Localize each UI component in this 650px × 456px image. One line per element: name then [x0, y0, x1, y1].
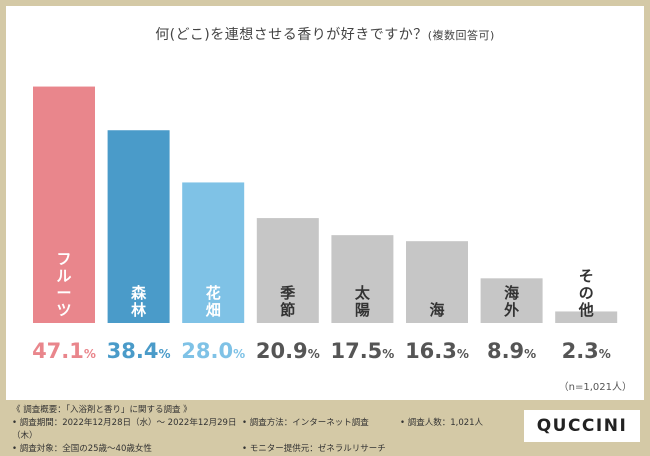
- bar-5: [331, 235, 394, 323]
- bar-6: [406, 241, 468, 323]
- category-label-1: フルーツ: [56, 250, 71, 319]
- value-label-6: 16.3%: [405, 339, 469, 363]
- category-label-6: 海: [429, 301, 444, 319]
- value-label-1: 47.1%: [32, 339, 96, 363]
- bar-2: [107, 130, 170, 323]
- value-label-4: 20.9%: [256, 339, 320, 363]
- category-label-7: 海外: [503, 284, 519, 319]
- survey-title: 《 調査概要：「入浴剤と香り」に関する調査 》: [12, 405, 192, 415]
- value-label-3: 28.0%: [181, 339, 245, 363]
- category-label-8: その他: [578, 267, 594, 319]
- value-label-7: 8.9%: [487, 339, 536, 363]
- bar-7: [480, 278, 543, 323]
- sample-size: （n=1,021人）: [558, 382, 632, 393]
- survey-summary: 《 調査概要：「入浴剤と香り」に関する調査 》 • 調査期間：2022年12月2…: [12, 404, 512, 456]
- survey-period: • 調査期間：2022年12月28日（水）〜 2022年12月29日（木）: [12, 418, 237, 441]
- bar-4: [256, 218, 319, 323]
- chart-title-main: 何(どこ)を連想させる香りが好きですか？: [155, 27, 428, 43]
- chart-title-note: (複数回答可): [427, 29, 495, 42]
- survey-count: • 調査人数：1,021人: [400, 418, 484, 428]
- survey-method: • 調査方法：インターネット調査: [242, 418, 369, 428]
- bar-chart: フルーツ 47.1% 森林 38.4% 花畑 28.0% 季節 20.9% 太陽 17.5% 海 16…: [32, 86, 618, 363]
- survey-provider: • モニター提供元：ゼネラルリサーチ: [242, 444, 386, 454]
- chart-title: 何(どこ)を連想させる香りが好きですか？(複数回答可): [6, 24, 644, 44]
- bar-8: [555, 311, 618, 323]
- bar-3: [182, 182, 245, 323]
- value-label-8: 2.3%: [562, 339, 611, 363]
- category-label-2: 森林: [131, 284, 147, 319]
- value-label-2: 38.4%: [107, 339, 171, 363]
- category-label-4: 季節: [280, 284, 295, 319]
- value-label-5: 17.5%: [330, 339, 394, 363]
- bar-1: [33, 86, 95, 323]
- survey-target: • 調査対象：全国の25歳〜40歳女性: [12, 444, 152, 454]
- category-label-3: 花畑: [205, 284, 221, 319]
- quccini-logo: QUCCINI: [524, 410, 640, 442]
- category-label-5: 太陽: [355, 284, 371, 319]
- chart-panel: 何(どこ)を連想させる香りが好きですか？(複数回答可) フルーツ 47.1% 森林 3…: [6, 6, 644, 400]
